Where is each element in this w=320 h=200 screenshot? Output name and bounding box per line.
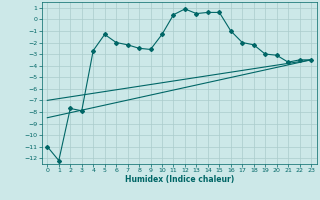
X-axis label: Humidex (Indice chaleur): Humidex (Indice chaleur) [124,175,234,184]
